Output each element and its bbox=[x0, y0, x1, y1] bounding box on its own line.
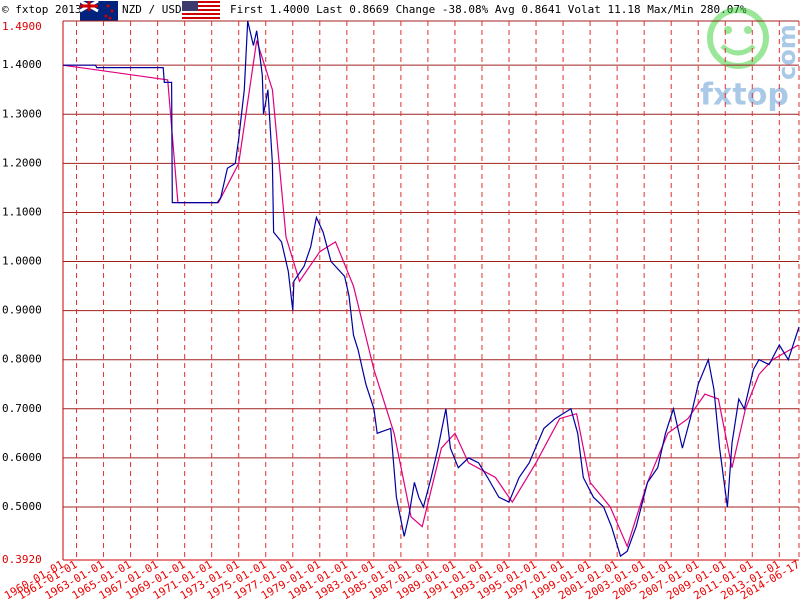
stats: First 1.4000 Last 0.8669 Change -38.08% … bbox=[230, 3, 747, 16]
logo-name: fxtop bbox=[700, 78, 789, 113]
y-tick-label: 1.2000 bbox=[2, 156, 42, 169]
currency-pair: NZD / USD bbox=[122, 3, 182, 16]
series-line bbox=[62, 40, 799, 549]
y-tick-label: 1.1000 bbox=[2, 205, 42, 218]
y-tick-label: 1.3000 bbox=[2, 107, 42, 120]
y-tick-label: 0.9000 bbox=[2, 304, 42, 317]
series-line bbox=[63, 20, 800, 558]
y-tick-label: 0.3920 bbox=[2, 553, 42, 566]
y-tick-label: 0.6000 bbox=[2, 451, 42, 464]
y-tick-label: 0.8000 bbox=[2, 353, 42, 366]
y-tick-label: 1.0000 bbox=[2, 255, 42, 268]
y-tick-label: 0.7000 bbox=[2, 402, 42, 415]
y-tick-label: 0.5000 bbox=[2, 500, 42, 513]
copyright: © fxtop 2013 bbox=[2, 3, 81, 16]
logo-suffix: com bbox=[773, 24, 800, 80]
logo: fxtop com bbox=[700, 7, 800, 113]
nz-flag bbox=[79, 0, 118, 21]
y-tick-label: 1.4900 bbox=[2, 20, 42, 33]
y-tick-label: 1.4000 bbox=[2, 58, 42, 71]
us-flag bbox=[182, 1, 220, 21]
